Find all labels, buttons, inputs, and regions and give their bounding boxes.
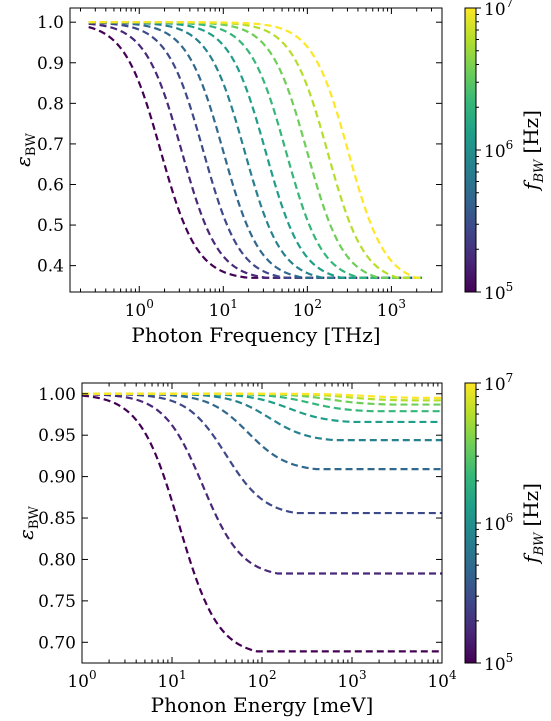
colorbar-tick-label: 105 — [484, 651, 513, 675]
series-line-10 — [82, 392, 442, 400]
series-group — [88, 21, 422, 279]
colorbar — [464, 7, 477, 293]
colorbar-tick-label: 106 — [484, 138, 513, 162]
series-line-7 — [82, 392, 442, 413]
plot-frame — [81, 382, 443, 664]
y-tick-label: 0.85 — [38, 509, 76, 529]
series-line-4 — [82, 392, 442, 471]
y-tick-label: 0.5 — [37, 216, 64, 236]
series-line-5 — [82, 392, 442, 442]
y-tick-label: 0.90 — [38, 468, 76, 488]
x-tick-label: 100 — [125, 297, 154, 321]
series-line-10 — [88, 21, 422, 279]
colorbar-tick-label: 107 — [484, 0, 513, 20]
colorbar-title: fBW[Hz] — [519, 483, 547, 565]
top-chart: 0.4 0.5 0.6 0.7 0.8 0.9 1.0 100 101 102 103Photon … — [11, 0, 547, 347]
series-line-3 — [88, 21, 422, 279]
x-tick-label: 103 — [377, 297, 406, 321]
plot-frame — [69, 7, 443, 293]
x-tick-label: 101 — [157, 668, 186, 692]
y-tick-label: 1.00 — [38, 385, 76, 405]
y-tick-label: 0.8 — [37, 94, 64, 114]
series-line-1 — [88, 26, 422, 279]
y-tick-label: 0.7 — [37, 135, 64, 155]
series-line-2 — [88, 22, 422, 279]
y-tick-label: 0.6 — [37, 175, 64, 195]
y-tick-label: 0.70 — [38, 633, 76, 653]
y-axis-title: εBW — [11, 133, 39, 167]
series-group — [82, 392, 442, 653]
colorbar-title: fBW[Hz] — [519, 110, 547, 192]
series-line-6 — [82, 392, 442, 424]
x-axis-title: Photon Frequency [THz] — [131, 323, 380, 347]
x-tick-label: 102 — [293, 297, 322, 321]
y-tick-label: 0.4 — [37, 257, 64, 277]
colorbar — [464, 382, 477, 664]
series-line-2 — [82, 393, 442, 575]
colorbar-tick-label: 105 — [484, 280, 513, 304]
y-tick-label: 1.0 — [37, 13, 64, 33]
y-tick-label: 0.80 — [38, 550, 76, 570]
x-tick-label: 103 — [337, 668, 366, 692]
x-tick-label: 101 — [209, 297, 238, 321]
x-tick-label: 104 — [427, 668, 457, 692]
y-tick-label: 0.9 — [37, 54, 64, 74]
x-axis-title: Phonon Energy [meV] — [151, 693, 374, 717]
series-line-1 — [82, 394, 442, 653]
x-tick-label: 100 — [67, 668, 96, 692]
y-tick-label: 0.75 — [38, 592, 76, 612]
colorbar-tick-label: 107 — [484, 371, 513, 395]
series-line-3 — [82, 392, 442, 515]
x-tick-label: 102 — [247, 668, 276, 692]
bottom-chart: 0.70 0.75 0.80 0.85 0.90 0.95 1.00 100 101 102 103… — [14, 371, 547, 717]
colorbar-tick-label: 106 — [484, 511, 513, 535]
series-line-7 — [88, 21, 422, 279]
y-axis-title: εBW — [14, 506, 42, 540]
series-line-9 — [88, 21, 422, 279]
y-tick-label: 0.95 — [38, 426, 76, 446]
